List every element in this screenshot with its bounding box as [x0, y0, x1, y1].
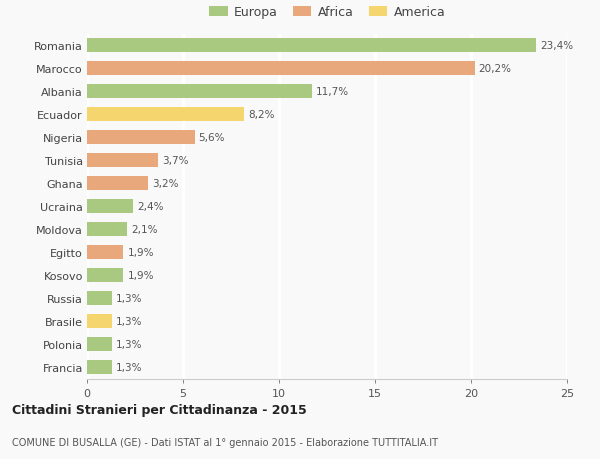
- Bar: [87, 360, 112, 374]
- Text: 8,2%: 8,2%: [248, 110, 275, 120]
- Text: 3,7%: 3,7%: [162, 156, 188, 166]
- Bar: [87, 200, 133, 213]
- Text: 23,4%: 23,4%: [540, 41, 573, 51]
- Text: 11,7%: 11,7%: [316, 87, 349, 97]
- Bar: [87, 131, 194, 145]
- Text: 3,2%: 3,2%: [152, 179, 179, 189]
- Bar: [87, 269, 124, 282]
- Text: 5,6%: 5,6%: [199, 133, 225, 143]
- Bar: [87, 62, 475, 76]
- Text: 2,1%: 2,1%: [131, 224, 158, 235]
- Text: 2,4%: 2,4%: [137, 202, 163, 212]
- Text: 1,9%: 1,9%: [127, 270, 154, 280]
- Bar: [87, 291, 112, 305]
- Text: 1,3%: 1,3%: [116, 293, 142, 303]
- Text: 1,3%: 1,3%: [116, 339, 142, 349]
- Text: 1,3%: 1,3%: [116, 362, 142, 372]
- Bar: [87, 108, 244, 122]
- Bar: [87, 337, 112, 351]
- Bar: [87, 314, 112, 328]
- Text: Cittadini Stranieri per Cittadinanza - 2015: Cittadini Stranieri per Cittadinanza - 2…: [12, 403, 307, 416]
- Text: COMUNE DI BUSALLA (GE) - Dati ISTAT al 1° gennaio 2015 - Elaborazione TUTTITALIA: COMUNE DI BUSALLA (GE) - Dati ISTAT al 1…: [12, 437, 438, 447]
- Bar: [87, 85, 311, 99]
- Legend: Europa, Africa, America: Europa, Africa, America: [209, 6, 445, 19]
- Bar: [87, 177, 148, 190]
- Text: 1,9%: 1,9%: [127, 247, 154, 257]
- Bar: [87, 223, 127, 236]
- Bar: [87, 154, 158, 168]
- Text: 1,3%: 1,3%: [116, 316, 142, 326]
- Bar: [87, 246, 124, 259]
- Bar: [87, 39, 536, 53]
- Text: 20,2%: 20,2%: [479, 64, 512, 74]
